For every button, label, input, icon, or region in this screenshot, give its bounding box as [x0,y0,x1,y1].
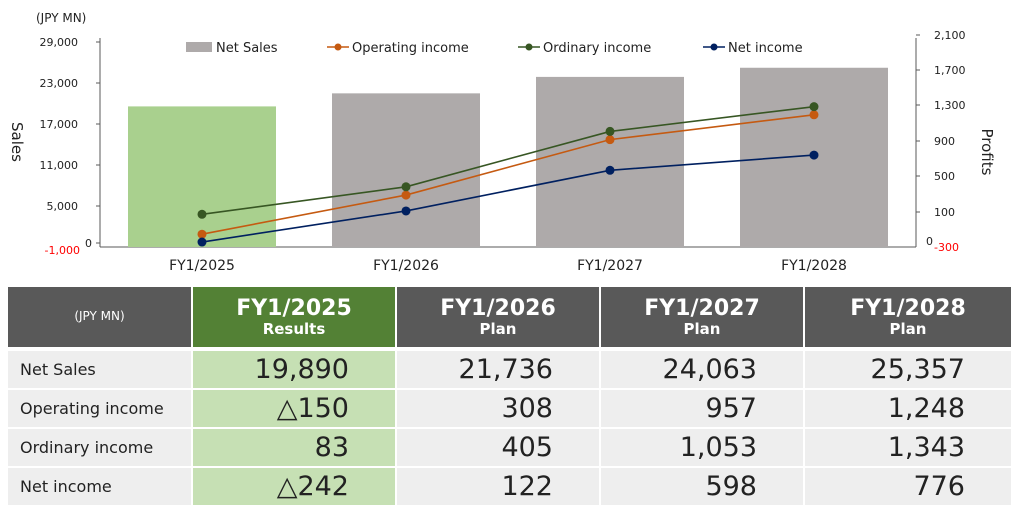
point-net-income [809,150,819,160]
table-cell: 1,343 [804,428,1013,468]
bar-fy1-2025 [128,106,276,247]
table-row-net-income: Net income △242 122 598 776 [8,467,1013,507]
table-cell: 83 [192,428,397,468]
x-tick-label: FY1/2027 [577,258,643,274]
header-year: FY1/2028 [850,295,966,321]
legend-label: Net income [728,41,803,56]
table-unit-label: (JPY MN) [8,287,193,349]
line-net-income [201,154,815,243]
legend-label: Net Sales [216,41,278,56]
point-operating-income [605,135,615,145]
legend-label: Ordinary income [543,41,651,56]
left-tick-label: 29,000 [40,36,79,49]
point-operating-income [401,190,411,200]
header-year: FY1/2027 [644,295,760,321]
table-cell: 1,053 [600,428,805,468]
left-tick-label: -1,000 [45,244,80,257]
row-label: Operating income [8,389,193,429]
table-row-net-sales: Net Sales 19,890 21,736 24,063 25,357 [8,347,1013,390]
header-status: Plan [889,320,927,339]
point-ordinary-income [809,102,819,112]
line-operating-income [201,113,815,235]
point-operating-income [809,110,819,120]
left-tick-label: 5,000 [47,200,79,213]
right-tick-label: 1,700 [934,64,966,77]
point-ordinary-income [401,182,411,192]
point-ordinary-income [605,126,615,136]
header-fy2025: FY1/2025 Results [192,287,397,349]
line-ordinary-income [201,105,815,216]
legend-swatch-marker [525,43,533,51]
right-tick-label: 900 [934,135,955,148]
table-cell: 405 [396,428,601,468]
header-status: Results [262,320,326,339]
legend-swatch-marker [710,43,718,51]
table-row-ordinary-income: Ordinary income 83 405 1,053 1,343 [8,428,1013,468]
table-cell: 19,890 [192,347,397,390]
left-tick-label: 11,000 [40,159,79,172]
table-cell: 25,357 [804,347,1013,390]
point-operating-income [197,229,207,239]
header-fy2028: FY1/2028 Plan [804,287,1013,349]
row-label: Net Sales [8,347,193,390]
financial-table: (JPY MN) FY1/2025 Results FY1/2026 Plan … [8,287,1013,507]
header-year: FY1/2026 [440,295,556,321]
right-tick-label: 2,100 [934,29,966,42]
right-tick-label: 0 [926,235,933,248]
table-cell: 122 [396,467,601,507]
point-net-income [197,237,207,247]
point-net-income [401,206,411,216]
unit-label: (JPY MN) [36,11,86,25]
legend-label: Operating income [352,41,469,56]
point-net-income [605,165,615,175]
table-header-row: (JPY MN) FY1/2025 Results FY1/2026 Plan … [8,287,1013,349]
table-cell: 598 [600,467,805,507]
legend-swatch-net-sales [186,42,212,52]
right-tick-label: 1,300 [934,99,966,112]
bar-fy1-2026 [332,93,480,247]
table-cell: 308 [396,389,601,429]
x-tick-label: FY1/2026 [373,258,439,274]
right-tick-label: 500 [934,170,955,183]
table-cell: 957 [600,389,805,429]
left-tick-label: 23,000 [40,77,79,90]
header-year: FY1/2025 [236,295,352,321]
sales-profits-chart: 29,000 23,000 17,000 11,000 5,000 0 -1,000 2,10… [8,11,996,274]
right-axis-title: Profits [978,129,996,176]
table-cell: △150 [192,389,397,429]
table-cell: 776 [804,467,1013,507]
table-cell: 24,063 [600,347,805,390]
x-tick-label: FY1/2028 [781,258,847,274]
left-tick-label: 0 [85,237,92,250]
left-tick-label: 17,000 [40,118,79,131]
left-axis-title: Sales [8,122,26,162]
point-ordinary-income [197,209,207,219]
table-cell: △242 [192,467,397,507]
table-cell: 21,736 [396,347,601,390]
legend-swatch-marker [334,43,342,51]
row-label: Ordinary income [8,428,193,468]
bar-fy1-2027 [536,76,684,248]
header-status: Plan [479,320,517,339]
row-label: Net income [8,467,193,507]
header-fy2026: FY1/2026 Plan [396,287,601,349]
table-cell: 1,248 [804,389,1013,429]
header-status: Plan [683,320,721,339]
x-tick-label: FY1/2025 [169,258,235,274]
right-tick-label: -300 [934,241,959,254]
right-tick-label: 100 [934,206,955,219]
table-row-operating-income: Operating income △150 308 957 1,248 [8,389,1013,429]
header-fy2027: FY1/2027 Plan [600,287,805,349]
